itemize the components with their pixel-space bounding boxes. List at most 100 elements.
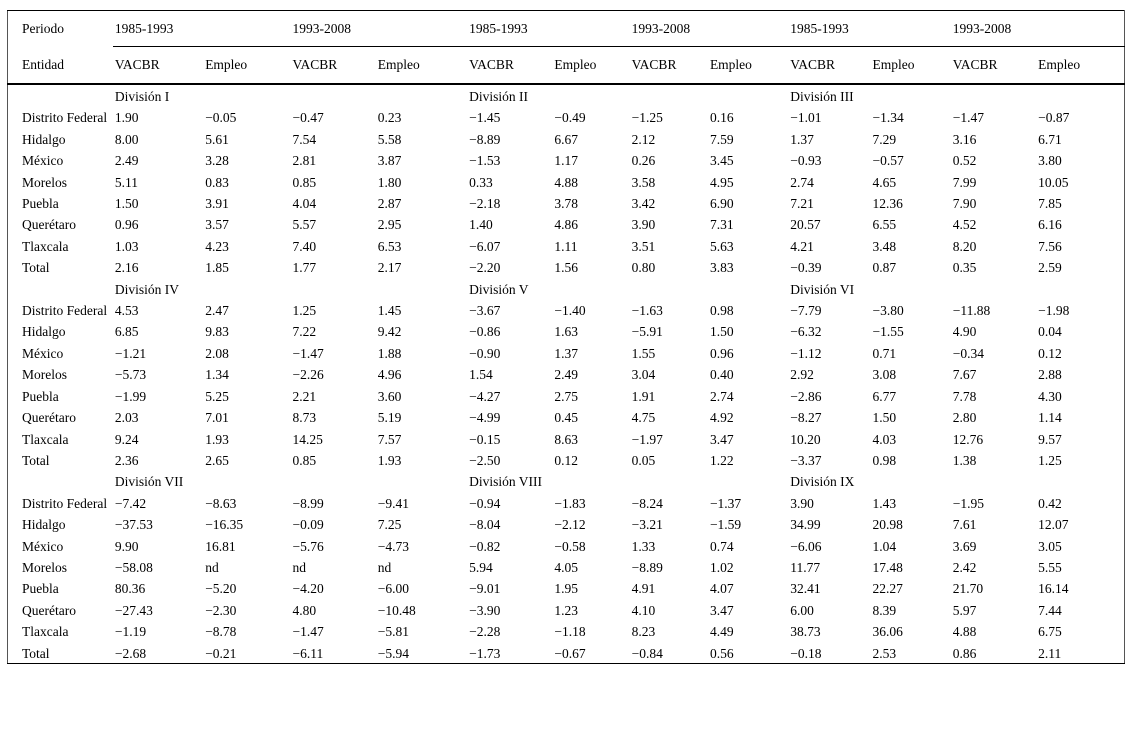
table-row: Hidalgo 8.00 5.61 7.54 5.58 −8.89 6.67 2.12 7.59…: [8, 128, 1125, 149]
entity-cell: Total: [22, 452, 50, 468]
value-cell: 9.57: [1038, 431, 1062, 447]
value-cell: 4.75: [631, 410, 656, 426]
value-cell: −8.78: [205, 624, 237, 640]
value-cell: 1.25: [1038, 452, 1062, 468]
value-cell: 9.42: [377, 324, 402, 340]
table-row: México 2.49 3.28 2.81 3.87 −1.53 1.17 0.26 3.45 −…: [8, 149, 1125, 170]
value-cell: −2.20: [469, 260, 501, 276]
entity-cell: Distrito Federal: [22, 110, 108, 126]
value-cell: −0.94: [469, 495, 501, 511]
value-cell: 6.77: [872, 388, 897, 404]
value-cell: 0.71: [872, 345, 897, 361]
value-cell: −0.47: [292, 110, 324, 126]
period-header-1985-1993-a: 1985-1993: [112, 10, 291, 47]
value-cell: 6.90: [709, 196, 734, 212]
table-row: Distrito Federal −7.42 −8.63 −8.99 −9.41 −0.9…: [8, 492, 1125, 513]
value-cell: 1.50: [872, 410, 897, 426]
value-cell: −1.97: [631, 431, 663, 447]
value-cell: 8.23: [631, 624, 656, 640]
value-cell: 0.45: [554, 410, 579, 426]
table-row: México 9.90 16.81 −5.76 −4.73 −0.82 −0.58 1.33 0…: [8, 535, 1125, 556]
value-cell: 0.05: [631, 452, 656, 468]
value-cell: 38.73: [790, 624, 821, 640]
value-cell: −0.34: [952, 345, 985, 361]
empty-cell: [8, 84, 113, 106]
value-cell: 1.33: [631, 538, 656, 554]
value-cell: −8.99: [292, 495, 324, 511]
value-cell: nd: [377, 559, 392, 575]
value-cell: 1.90: [114, 110, 139, 126]
value-cell: 7.90: [952, 196, 977, 212]
value-cell: 8.00: [114, 131, 139, 147]
division-label: División VI: [790, 281, 855, 297]
value-cell: 3.47: [709, 431, 734, 447]
value-cell: 1.54: [469, 367, 493, 383]
value-cell: 8.73: [292, 410, 317, 426]
value-cell: −1.01: [790, 110, 822, 126]
value-cell: 5.25: [205, 388, 229, 404]
value-cell: −1.99: [114, 388, 147, 404]
value-cell: 8.39: [872, 602, 897, 618]
value-cell: −0.67: [554, 645, 586, 661]
value-cell: −1.63: [631, 303, 663, 319]
value-cell: −6.11: [292, 645, 324, 661]
value-cell: −4.73: [377, 538, 410, 554]
value-cell: −3.90: [469, 602, 501, 618]
entity-header-label: Entidad: [7, 46, 113, 85]
value-cell: 21.70: [952, 581, 984, 597]
value-cell: −2.18: [469, 196, 501, 212]
value-cell: −8.89: [469, 131, 501, 147]
value-cell: 7.40: [292, 238, 317, 254]
value-cell: 1.23: [554, 602, 579, 618]
value-cell: 80.36: [114, 581, 146, 597]
value-cell: 4.21: [790, 238, 814, 254]
value-cell: −16.35: [205, 517, 244, 533]
table-row: Morelos −58.08 nd nd nd 5.94 4.05 −8.89 1.02 11.7…: [8, 556, 1125, 577]
table-row: Tlaxcala 9.24 1.93 14.25 7.57 −0.15 8.63 −1.97 3…: [8, 428, 1125, 449]
value-cell: 5.94: [469, 559, 493, 575]
value-cell: 8.20: [952, 238, 977, 254]
value-cell: 2.42: [952, 559, 977, 575]
table-row: Hidalgo −37.53 −16.35 −0.09 7.25 −8.04 −2.12 −3…: [8, 513, 1125, 534]
value-cell: 4.53: [114, 303, 139, 319]
period-header-row: Periodo 1985-1993 1993-2008 1985-1993 19…: [8, 10, 1125, 47]
measure-header: VACBR: [629, 46, 708, 85]
value-cell: −4.99: [469, 410, 501, 426]
value-cell: −4.27: [469, 388, 501, 404]
table-row: Puebla 80.36 −5.20 −4.20 −6.00 −9.01 1.95 4.91 4…: [8, 577, 1125, 598]
value-cell: 2.92: [790, 367, 814, 383]
value-cell: 34.99: [790, 517, 821, 533]
entity-cell: Hidalgo: [22, 131, 66, 147]
value-cell: 3.45: [709, 153, 734, 169]
value-cell: −2.28: [469, 624, 501, 640]
value-cell: −10.48: [377, 602, 416, 618]
table-row: Querétaro 0.96 3.57 5.57 2.95 1.40 4.86 3.90 7.3…: [8, 213, 1125, 234]
value-cell: −8.89: [631, 559, 663, 575]
value-cell: −8.27: [790, 410, 822, 426]
value-cell: 10.20: [790, 431, 821, 447]
value-cell: −1.12: [790, 345, 822, 361]
value-cell: 3.05: [1038, 538, 1062, 554]
division-label: División II: [469, 89, 528, 104]
table-row: Puebla 1.50 3.91 4.04 2.87 −2.18 3.78 3.42 6.90 7…: [8, 192, 1125, 213]
value-cell: −2.68: [114, 645, 147, 661]
value-cell: 1.22: [709, 452, 734, 468]
entity-cell: Tlaxcala: [22, 624, 69, 640]
table-row: Puebla −1.99 5.25 2.21 3.60 −4.27 2.75 1.91 2.74…: [8, 385, 1125, 406]
value-cell: 2.12: [631, 131, 656, 147]
value-cell: 2.88: [1038, 367, 1062, 383]
value-cell: 0.98: [872, 452, 897, 468]
value-cell: 7.25: [377, 517, 402, 533]
value-cell: 1.95: [554, 581, 579, 597]
entity-cell: Morelos: [22, 174, 67, 190]
value-cell: 7.78: [952, 388, 977, 404]
period-header-1985-1993-c: 1985-1993: [788, 10, 951, 47]
period-header-1993-2008-c: 1993-2008: [950, 10, 1125, 47]
value-cell: −0.82: [469, 538, 501, 554]
value-cell: 6.53: [377, 238, 402, 254]
entity-cell: México: [22, 345, 64, 361]
value-cell: −2.26: [292, 367, 324, 383]
measure-header: Empleo: [870, 46, 951, 85]
value-cell: 4.80: [292, 602, 317, 618]
value-cell: 14.25: [292, 431, 323, 447]
